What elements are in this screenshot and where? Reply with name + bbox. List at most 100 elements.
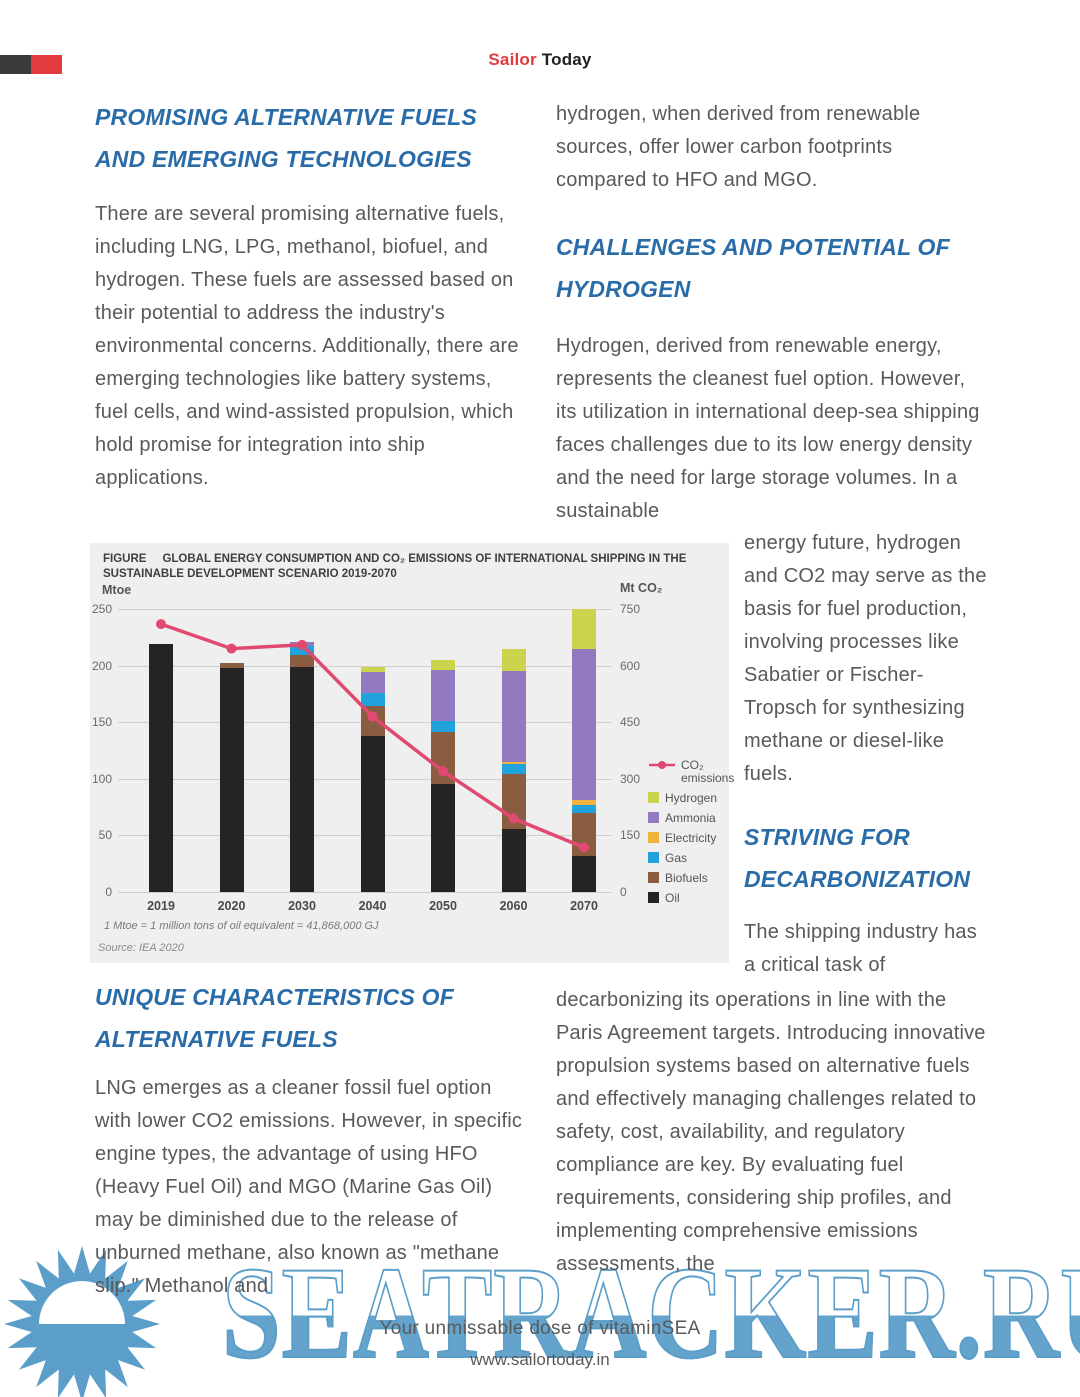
left-axis-tick: 100 xyxy=(91,771,112,786)
masthead-brand-red: Sailor xyxy=(488,50,537,69)
paragraph-hydrogen-challenges-wide: Hydrogen, derived from renewable energy,… xyxy=(556,335,980,522)
footer-tagline: Your unmissable dose of vitaminSEA xyxy=(379,1318,701,1339)
co2-line-marker-icon xyxy=(649,761,675,769)
legend-swatch-hydrogen xyxy=(648,792,659,803)
watermark: SEATRACKER.RU xyxy=(0,1238,1080,1397)
legend-label-biofuels: Biofuels xyxy=(665,871,708,885)
corner-logo-black-block xyxy=(0,55,31,74)
bar-segment-ammonia xyxy=(290,641,314,647)
bar-segment-hydrogen xyxy=(431,659,455,671)
chart-source: Source: IEA 2020 xyxy=(98,942,184,954)
legend-swatch-oil xyxy=(648,892,659,903)
bar-segment-oil xyxy=(290,666,314,892)
legend-label-hydrogen: Hydrogen xyxy=(665,791,718,805)
bar-segment-ammonia xyxy=(360,672,385,693)
masthead-brand-dark: Today xyxy=(541,50,592,69)
legend-item-biofuels: Biofuels xyxy=(648,871,734,885)
left-axis-tick: 150 xyxy=(91,715,112,730)
bar-segment-biofuels xyxy=(290,655,314,667)
legend-label-ammonia: Ammonia xyxy=(665,811,716,825)
chart-title-prefix: FIGURE xyxy=(103,553,147,565)
chart-plot-area: 0 0 50 150 100 300 150 450 200 600 250 750 2019 2020 2… xyxy=(90,543,734,963)
legend-item-oil: Oil xyxy=(648,891,734,905)
paragraph-decarbonization-narrow: The shipping industry has a critical tas… xyxy=(744,921,977,976)
right-axis-tick: 300 xyxy=(620,771,641,786)
category-label: 2060 xyxy=(499,899,528,913)
bar-segment-ammonia xyxy=(572,648,596,801)
bar-segment-ammonia xyxy=(501,671,526,762)
bar-segment-biofuels xyxy=(501,774,526,829)
sun-logo-icon xyxy=(4,1246,160,1397)
co2-data-point xyxy=(226,643,237,654)
category-label: 2070 xyxy=(570,899,598,913)
bar-segment-biofuels xyxy=(360,706,385,736)
watermark-text: SEATRACKER.RU xyxy=(221,1236,1080,1389)
energy-consumption-chart: FIGURE GLOBAL ENERGY CONSUMPTION AND CO₂ … xyxy=(90,543,734,963)
left-axis-title: Mtoe xyxy=(102,583,132,597)
legend-item-gas: Gas xyxy=(648,851,734,865)
bar-segment-oil xyxy=(149,644,173,892)
chart-footnote: 1 Mtoe = 1 million tons of oil equivalen… xyxy=(104,920,379,932)
category-label: 2020 xyxy=(217,899,246,913)
bar-segment-oil xyxy=(501,828,526,892)
bar-segment-oil xyxy=(360,735,385,892)
category-label: 2050 xyxy=(429,899,457,913)
right-axis-tick: 600 xyxy=(620,658,641,673)
heading-promising-alternative-fuels: PROMISING ALTERNATIVE FUELS AND EMERGING… xyxy=(95,104,477,172)
heading-unique-characteristics: UNIQUE CHARACTERISTICS OF ALTERNATIVE FU… xyxy=(95,984,454,1052)
legend-label-electricity: Electricity xyxy=(665,831,717,845)
bar-segment-oil xyxy=(431,784,455,892)
bar-segment-biofuels xyxy=(219,663,244,668)
legend-label-co2: CO₂ emissions xyxy=(681,758,735,785)
category-label: 2040 xyxy=(358,899,387,913)
right-axis-tick: 450 xyxy=(620,715,641,730)
legend-label-gas: Gas xyxy=(665,851,688,865)
gridline xyxy=(118,892,612,893)
heading-challenges-hydrogen: CHALLENGES AND POTENTIAL OF HYDROGEN xyxy=(556,234,950,302)
bar-segment-biofuels xyxy=(431,732,455,785)
legend-item-ammonia: Ammonia xyxy=(648,811,734,825)
bar-segment-electricity xyxy=(501,761,526,765)
legend-swatch-ammonia xyxy=(648,812,659,823)
corner-logo-red-block xyxy=(31,55,62,74)
legend-item-electricity: Electricity xyxy=(648,831,734,845)
bar-segment-gas xyxy=(501,764,526,775)
bar-segment-gas xyxy=(431,721,455,733)
masthead: Sailor Today xyxy=(0,50,1080,70)
paragraph-hydrogen-renewable: hydrogen, when derived from renewable so… xyxy=(556,103,921,191)
paragraph-hydrogen-challenges-narrow: energy future, hydrogen and CO2 may serv… xyxy=(744,532,987,785)
bar-segment-oil xyxy=(572,855,596,892)
right-axis-tick: 0 xyxy=(620,885,627,899)
bar-segment-gas xyxy=(360,692,385,707)
legend-item-co2-emissions: CO₂ emissions xyxy=(648,759,734,785)
category-label: 2019 xyxy=(147,899,175,913)
paragraph-decarbonization-wide: decarbonizing its operations in line wit… xyxy=(556,989,986,1275)
left-axis-tick: 250 xyxy=(91,602,112,616)
bar-segment-gas xyxy=(572,804,596,813)
right-axis-title: Mt CO₂ xyxy=(620,581,663,595)
bar-segment-hydrogen xyxy=(501,648,526,672)
right-axis-tick: 750 xyxy=(620,602,641,616)
chart-legend: CO₂ emissions Hydrogen Ammonia Electricity Ga… xyxy=(648,759,734,911)
heading-striving-decarbonization: STRIVING FOR DECARBONIZATION xyxy=(744,824,971,892)
bar-segment-ammonia xyxy=(431,670,455,722)
legend-swatch-biofuels xyxy=(648,872,659,883)
co2-data-point xyxy=(156,619,166,630)
footer-website: www.sailortoday.in xyxy=(470,1350,610,1369)
bar-segment-gas xyxy=(290,646,314,656)
chart-title-text: GLOBAL ENERGY CONSUMPTION AND CO₂ EMISSI… xyxy=(103,553,687,580)
legend-swatch-electricity xyxy=(648,832,659,843)
paragraph-lng-characteristics: LNG emerges as a cleaner fossil fuel opt… xyxy=(95,1077,523,1297)
category-label: 2030 xyxy=(288,899,316,913)
legend-item-hydrogen: Hydrogen xyxy=(648,791,734,805)
legend-label-oil: Oil xyxy=(665,891,680,905)
left-axis-tick: 50 xyxy=(98,828,112,843)
chart-title: FIGURE GLOBAL ENERGY CONSUMPTION AND CO₂ … xyxy=(103,552,711,582)
legend-swatch-gas xyxy=(648,852,659,863)
bar-segment-electricity xyxy=(572,800,596,805)
left-axis-tick: 200 xyxy=(91,658,112,673)
bar-segment-hydrogen xyxy=(572,609,596,649)
right-axis-tick: 150 xyxy=(620,828,641,843)
gridline xyxy=(118,609,612,610)
